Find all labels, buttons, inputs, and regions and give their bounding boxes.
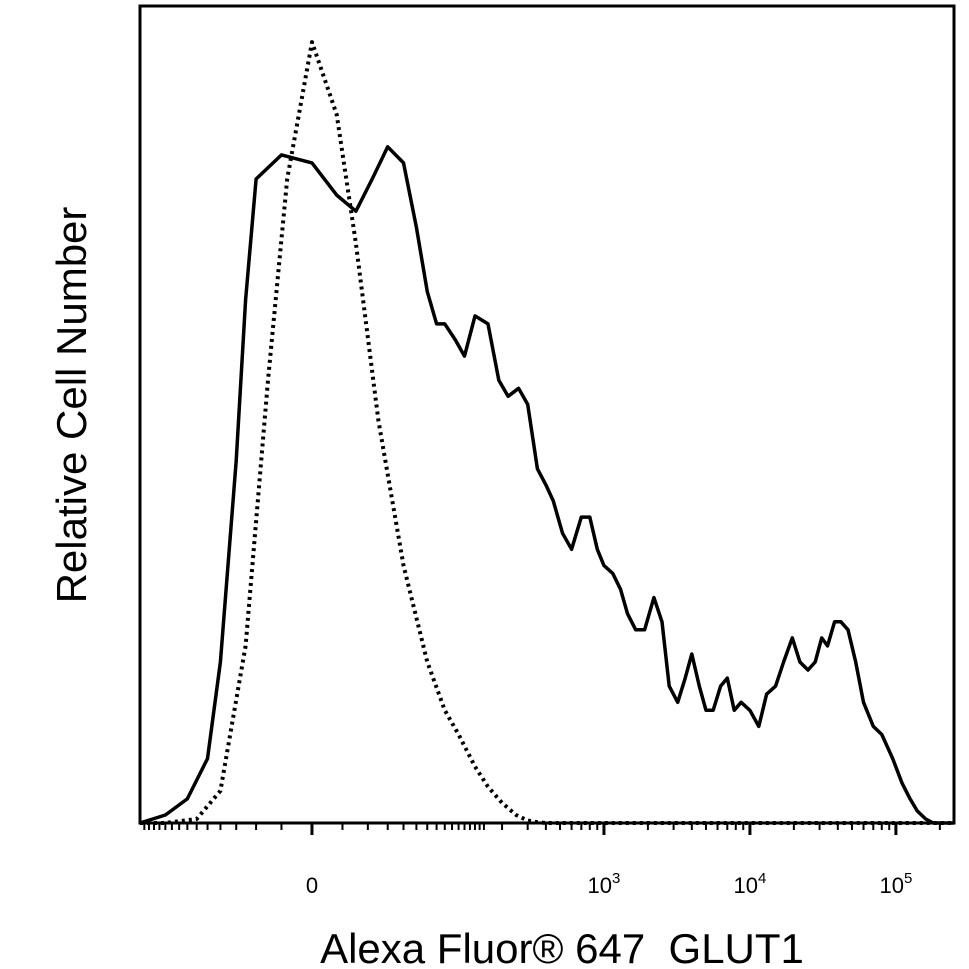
- y-axis-title: Relative Cell Number: [48, 207, 95, 604]
- series-group: [139, 40, 954, 825]
- x-tick-label: 0: [306, 873, 318, 898]
- x-axis-title: Alexa Fluor® 647 GLUT1: [320, 925, 804, 969]
- stained-histogram-line: [139, 145, 954, 825]
- x-tick-label: 103: [588, 870, 621, 898]
- x-axis-ticks: [143, 823, 941, 835]
- x-tick-label: 104: [734, 870, 767, 898]
- x-axis-tick-labels: 0 103 104 105: [306, 870, 912, 898]
- plot-frame: [138, 4, 956, 825]
- control-histogram-line: [140, 40, 954, 825]
- x-tick-label: 105: [879, 870, 912, 898]
